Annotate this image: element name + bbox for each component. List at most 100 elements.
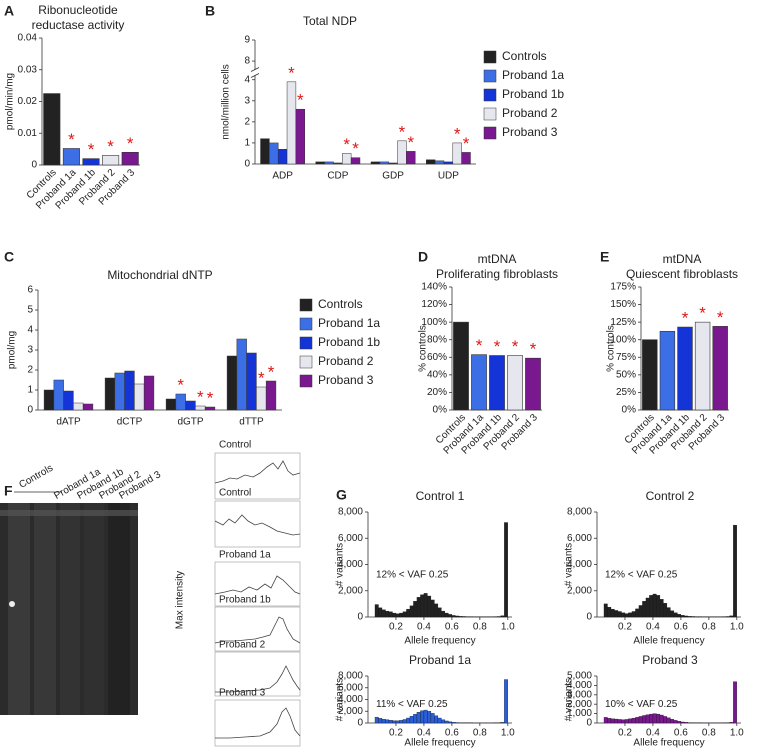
significance-marker: * xyxy=(463,134,470,153)
y-tick-label: 75% xyxy=(616,352,636,363)
bar xyxy=(453,321,469,411)
histogram-bar xyxy=(680,721,685,724)
x-tick-label: ADP xyxy=(272,171,293,182)
y-tick-label: 0.04 xyxy=(18,33,38,44)
annotation: 12% < VAF 0.25 xyxy=(605,570,678,581)
profile-box xyxy=(214,699,301,747)
histogram-bar xyxy=(726,616,730,618)
y-tick-label: 5,000 xyxy=(567,671,592,682)
histogram-bar xyxy=(430,599,435,618)
bar xyxy=(397,140,407,165)
histogram-bar xyxy=(666,607,671,618)
y-tick-label: 50% xyxy=(616,369,636,380)
bar xyxy=(324,161,334,165)
profile-label: Proband 2 xyxy=(219,640,266,651)
y-tick-label: 25% xyxy=(616,387,636,398)
y-tick-label: 6,000 xyxy=(338,682,363,693)
chart-title: Total NDP xyxy=(303,14,357,28)
histogram-bar xyxy=(635,608,640,618)
histogram-bar xyxy=(666,717,671,724)
bar xyxy=(379,161,389,165)
histogram-bar xyxy=(659,599,664,618)
y-tick-label: 2,000 xyxy=(567,699,592,710)
legend-swatch xyxy=(483,107,497,121)
y-tick-label: 0 xyxy=(244,159,250,170)
bar xyxy=(452,142,462,165)
panel-letter: F xyxy=(4,483,13,499)
histogram-bar xyxy=(430,713,435,724)
bar xyxy=(370,161,381,165)
legend-label: Proband 2 xyxy=(502,106,558,120)
y-axis-label: % controls xyxy=(606,325,617,372)
profile-label: Control xyxy=(219,488,251,499)
y-tick-label: 0.02 xyxy=(18,96,38,107)
y-tick-label: 20% xyxy=(427,387,447,398)
y-tick-label: 3 xyxy=(244,95,250,106)
bar xyxy=(143,375,155,411)
bar xyxy=(62,148,80,166)
x-tick-label: 0.2 xyxy=(389,728,403,739)
y-tick-label: 60% xyxy=(427,352,447,363)
y-axis-label: pmol/mg xyxy=(7,331,18,369)
x-tick-label: 0.6 xyxy=(445,728,459,739)
legend-swatch xyxy=(299,298,313,312)
histogram-bar xyxy=(413,601,418,618)
significance-marker: * xyxy=(68,130,75,149)
bar xyxy=(204,406,216,411)
y-tick-label: 100% xyxy=(421,317,447,328)
histogram-bar xyxy=(462,616,467,618)
x-axis-label: Allele frequency xyxy=(633,738,704,749)
y-tick-label: 4,000 xyxy=(338,559,363,570)
y-tick-label: 100% xyxy=(610,334,636,345)
y-tick-label: 2,000 xyxy=(338,706,363,717)
bar xyxy=(256,386,267,411)
histogram-bar xyxy=(385,719,390,724)
lane-label: Controls xyxy=(17,463,55,491)
histogram-bar xyxy=(504,522,508,618)
bar xyxy=(342,153,352,165)
bar xyxy=(286,81,297,165)
profile-label: Control xyxy=(219,440,251,451)
x-tick-label: dGTP xyxy=(177,417,203,428)
histogram-bar xyxy=(392,612,397,618)
annotation: 10% < VAF 0.25 xyxy=(605,699,678,710)
histogram-bar xyxy=(670,610,675,618)
legend-label: Proband 1a xyxy=(318,316,380,330)
histogram-bar xyxy=(628,718,633,724)
histogram-bar xyxy=(451,615,456,618)
panel-letter: G xyxy=(336,487,347,503)
histogram-bar xyxy=(399,612,404,618)
histogram-bar xyxy=(645,714,650,724)
histogram-bar xyxy=(378,718,383,724)
chart-title: Control 1 xyxy=(416,489,465,503)
y-axis-label: # variants xyxy=(564,543,575,586)
profile: Proband 3 xyxy=(214,688,301,747)
histogram-bar xyxy=(378,607,383,618)
histogram-bar xyxy=(617,611,622,618)
bar xyxy=(175,393,186,411)
histogram-bar xyxy=(645,597,650,618)
profile: Proband 1b xyxy=(214,595,301,652)
histogram-bar xyxy=(673,720,678,724)
x-tick-label: 0.6 xyxy=(674,728,688,739)
histogram-bar xyxy=(423,709,428,724)
histogram-bar xyxy=(374,716,379,724)
y-tick-label: 0 xyxy=(357,718,363,729)
histogram-bar xyxy=(500,615,505,618)
y-tick-label: 150% xyxy=(610,299,636,310)
profile-label: Proband 1b xyxy=(219,595,271,606)
significance-marker: * xyxy=(268,362,275,381)
histogram-bar xyxy=(455,615,460,618)
histogram-bar xyxy=(631,717,636,724)
axis-break xyxy=(250,73,260,78)
y-tick-label: 0 xyxy=(27,405,33,416)
legend-label: Controls xyxy=(502,49,547,63)
gel-lane xyxy=(60,503,80,715)
significance-marker: * xyxy=(512,337,519,356)
chart-title: mtDNA xyxy=(478,252,517,266)
profile-curve xyxy=(214,460,301,484)
gel-lane xyxy=(8,503,30,715)
profile-curve xyxy=(215,665,301,693)
bar xyxy=(121,152,139,166)
